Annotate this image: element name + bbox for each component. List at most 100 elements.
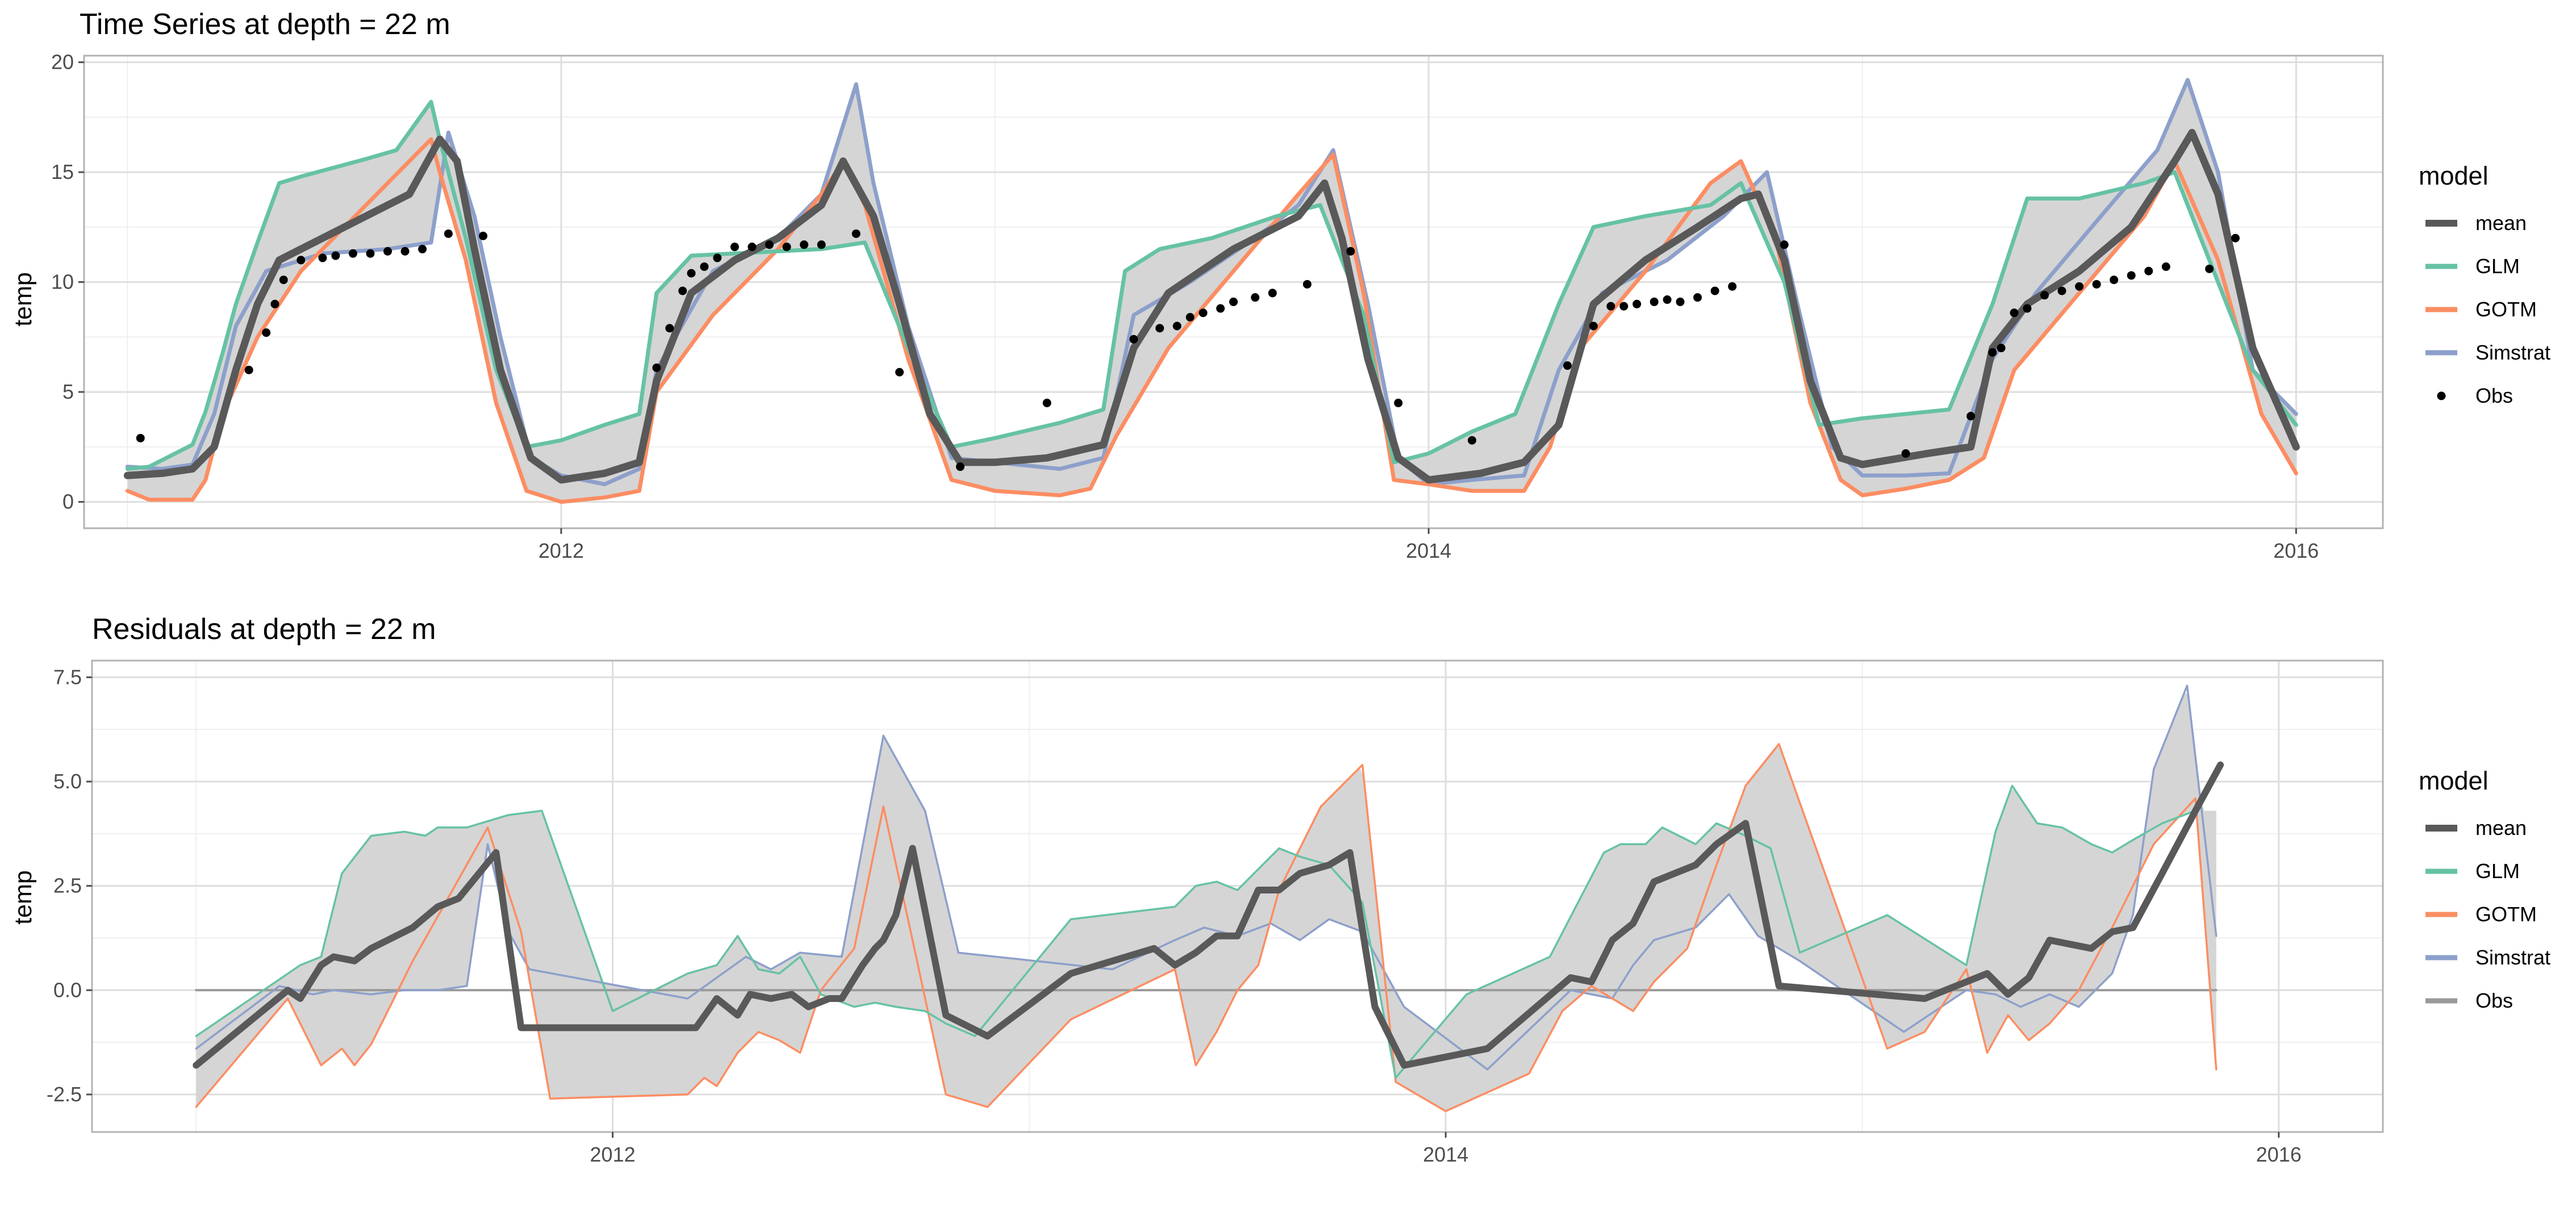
obs-point: [1663, 295, 1672, 304]
obs-point: [1155, 324, 1164, 333]
obs-point: [700, 262, 709, 271]
obs-point: [244, 365, 253, 374]
time-series-y-tick-label: 5: [62, 380, 74, 403]
obs-point: [2057, 286, 2066, 295]
time-series-legend: model mean GLM GOTM Simstrat Obs: [2419, 161, 2550, 407]
obs-point: [1780, 240, 1789, 249]
residuals-y-tick-label: 7.5: [53, 665, 82, 688]
legend-label-mean: mean: [2475, 211, 2527, 235]
obs-point: [1346, 247, 1355, 256]
obs-point: [765, 240, 774, 249]
obs-point: [678, 286, 687, 295]
obs-point: [1676, 297, 1685, 306]
residuals-frame: [91, 659, 2384, 1133]
residuals-y-tick-label: 0.0: [53, 978, 82, 1001]
obs-point: [1563, 361, 1572, 370]
obs-point: [1997, 344, 2006, 353]
residuals-series-glm: [195, 784, 2197, 1079]
obs-point: [2144, 266, 2153, 275]
legend-label-simstrat: Simstrat: [2475, 341, 2550, 364]
legend-label-glm: GLM: [2475, 254, 2520, 278]
obs-point: [1229, 297, 1238, 306]
residuals-lines: [193, 684, 2224, 1113]
residuals-title: Residuals at depth = 22 m: [92, 613, 436, 646]
residuals-series-gotm: [195, 743, 2218, 1113]
legend-label-mean: mean: [2475, 816, 2527, 840]
legend-label-obs: Obs: [2475, 384, 2513, 407]
time-series-y-ticks: 0 5 10 15 20: [51, 51, 84, 513]
obs-point: [1710, 286, 1719, 295]
obs-point: [262, 328, 271, 337]
obs-point: [1172, 321, 1181, 331]
obs-point: [418, 245, 427, 254]
obs-point: [713, 253, 722, 262]
time-series-y-tick-label: 10: [51, 270, 74, 294]
obs-point: [444, 229, 453, 238]
time-series-y-axis-label: temp: [10, 272, 37, 327]
obs-point: [2010, 308, 2019, 318]
time-series-x-tick-label: 2012: [538, 539, 584, 562]
obs-point: [652, 364, 661, 373]
obs-point: [1129, 335, 1138, 344]
legend-key-obs: [2437, 391, 2446, 400]
obs-point: [297, 256, 306, 265]
time-series-legend-title: model: [2419, 161, 2489, 190]
obs-point: [400, 247, 410, 256]
obs-point: [1251, 293, 1260, 302]
obs-point: [955, 462, 965, 471]
obs-point: [1633, 299, 1642, 308]
time-series-y-tick-label: 20: [51, 51, 74, 74]
time-series-y-tick-label: 15: [51, 160, 74, 183]
residuals-panel: Residuals at depth = 22 m -2.5 0.0 2.5 5.0 7…: [10, 613, 2550, 1166]
obs-point: [1216, 304, 1225, 313]
obs-point: [2110, 275, 2119, 285]
legend-label-obs: Obs: [2475, 989, 2513, 1012]
obs-point: [2161, 262, 2170, 271]
obs-point: [817, 240, 826, 249]
residuals-x-ticks: 2012 2014 2016: [590, 1132, 2302, 1166]
obs-point: [1606, 302, 1615, 311]
obs-point: [782, 243, 791, 252]
obs-point: [2127, 271, 2136, 280]
residuals-y-axis-label: temp: [10, 870, 37, 925]
time-series-x-tick-label: 2014: [1406, 539, 1451, 562]
obs-point: [1967, 412, 1976, 421]
obs-point: [1268, 289, 1277, 298]
obs-point: [1302, 279, 1312, 289]
obs-point: [687, 269, 696, 278]
time-series-y-tick-label: 0: [62, 490, 74, 513]
legend-label-gotm: GOTM: [2475, 903, 2537, 926]
obs-point: [383, 247, 393, 256]
obs-point: [1693, 293, 1702, 302]
residuals-series-mean: [193, 761, 2224, 1069]
legend-label-glm: GLM: [2475, 859, 2520, 883]
obs-point: [730, 243, 739, 252]
obs-point: [1728, 282, 1737, 291]
obs-point: [895, 367, 904, 377]
residuals-ribbon: [196, 693, 2216, 1111]
residuals-x-tick-label: 2016: [2256, 1143, 2302, 1166]
obs-point: [2231, 233, 2240, 243]
time-series-series-glm: [125, 99, 2298, 471]
obs-point: [800, 240, 809, 249]
residuals-y-tick-label: -2.5: [47, 1083, 82, 1106]
obs-point: [851, 229, 861, 238]
time-series-series-simstrat: [125, 78, 2298, 487]
obs-point: [1589, 321, 1598, 331]
obs-point: [2040, 291, 2049, 300]
obs-point: [1042, 398, 1051, 407]
residuals-y-tick-label: 5.0: [53, 770, 82, 793]
time-series-title: Time Series at depth = 22 m: [80, 8, 450, 41]
obs-point: [1199, 308, 1208, 318]
time-series-points: [136, 229, 2240, 471]
residuals-legend-title: model: [2419, 766, 2489, 795]
obs-point: [2092, 279, 2101, 289]
obs-point: [366, 249, 375, 258]
obs-point: [478, 231, 487, 240]
obs-point: [279, 275, 288, 285]
residuals-x-tick-label: 2012: [590, 1143, 636, 1166]
time-series-panel: Time Series at depth = 22 m 0 5 10 15 20 201…: [10, 8, 2550, 562]
residuals-range-ribbon: [196, 693, 2216, 1111]
obs-point: [1394, 398, 1403, 407]
time-series-x-ticks: 2012 2014 2016: [538, 528, 2319, 562]
